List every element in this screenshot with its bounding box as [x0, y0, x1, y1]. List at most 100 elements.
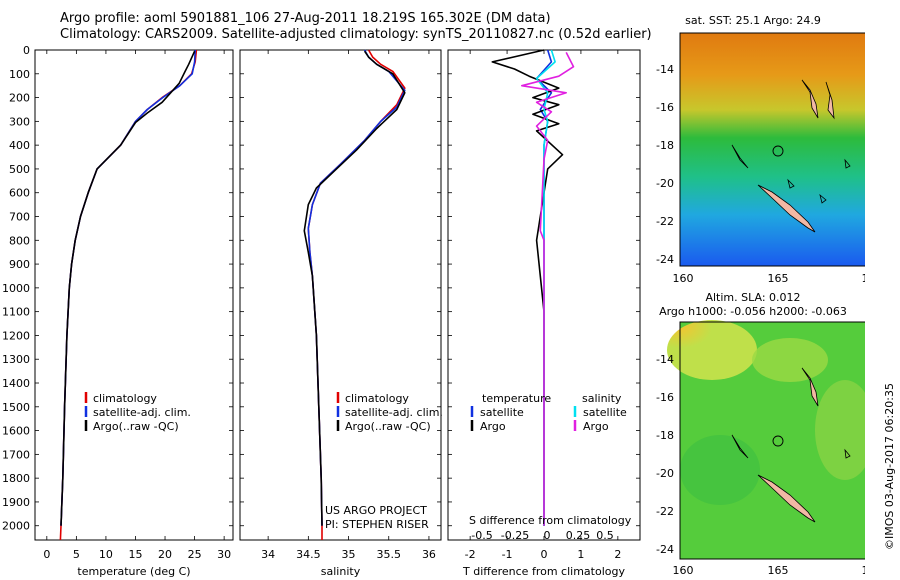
- depth-tick-label: 300: [9, 115, 30, 128]
- x-tick-label: 2: [614, 548, 621, 561]
- x-tick-label: 36: [422, 548, 436, 561]
- sst-xtick: 170: [862, 272, 866, 285]
- temperature-legend: climatology satellite-adj. clim. Argo(..…: [84, 392, 191, 433]
- sst-ytick: -24: [656, 253, 674, 266]
- depth-tick-label: 900: [9, 258, 30, 271]
- sla-high-region: [667, 320, 757, 380]
- sst-ytick: -16: [656, 101, 674, 114]
- s-tick: 0: [544, 529, 551, 542]
- depth-tick-label: 1500: [2, 401, 30, 414]
- series-line: [60, 50, 196, 526]
- depth-tick-label: 1100: [2, 306, 30, 319]
- legend-t-sat-label: satellite: [480, 406, 524, 419]
- depth-tick-label: 0: [23, 44, 30, 57]
- series-line: [491, 49, 564, 526]
- x-tick-label: -2: [465, 548, 476, 561]
- imos-stamp: ©IMOS 03-Aug-2017 06:20:35: [883, 383, 896, 550]
- legend-s-sat-label: satellite: [583, 406, 627, 419]
- series-line: [520, 52, 575, 526]
- legend-clim-label: climatology: [93, 392, 157, 405]
- sla-low-region: [680, 435, 760, 505]
- depth-tick-label: 1300: [2, 353, 30, 366]
- x-tick-label: 25: [188, 548, 202, 561]
- sla-xtick: 170: [862, 564, 866, 577]
- s-tick: -0.25: [501, 529, 529, 542]
- s-difference-axis: S difference from climatology -0.5 -0.25…: [469, 514, 632, 542]
- depth-tick-label: 500: [9, 163, 30, 176]
- depth-tick-label: 700: [9, 211, 30, 224]
- difference-panel: -2 -1 0 1 2 T difference from climatology: [447, 49, 641, 578]
- legend-sat-label: satellite-adj. clim.: [345, 406, 443, 419]
- x-tick-label: 34: [261, 548, 275, 561]
- credit-project: US ARGO PROJECT: [325, 504, 427, 517]
- legend-s-argo-label: Argo: [583, 420, 609, 433]
- argo-float-marker: [772, 145, 784, 157]
- sla-high-region: [815, 380, 865, 480]
- plot-frame: [239, 49, 442, 541]
- sla-xtick: 165: [768, 564, 789, 577]
- project-credits: US ARGO PROJECT PI: STEPHEN RISER: [325, 504, 429, 531]
- x-tick-label: 15: [128, 548, 142, 561]
- x-tick-label: 35.5: [376, 548, 401, 561]
- depth-tick-label: 600: [9, 187, 30, 200]
- series-line: [303, 50, 406, 526]
- sla-map-title: Altim. SLA: 0.012: [705, 291, 800, 304]
- x-axis-label: T difference from climatology: [462, 565, 625, 578]
- sst-ytick: -22: [656, 215, 674, 228]
- footer-stamp-container: ©IMOS 03-Aug-2017 06:20:35: [883, 383, 896, 550]
- x-tick-label: 0: [43, 548, 50, 561]
- x-tick-label: -1: [502, 548, 513, 561]
- sla-map: [667, 320, 865, 560]
- depth-tick-label: 200: [9, 92, 30, 105]
- depth-tick-label: 400: [9, 139, 30, 152]
- s-tick: -0.5: [471, 529, 492, 542]
- sla-map-subtitle: Argo h1000: -0.056 h2000: -0.063: [659, 305, 847, 318]
- x-tick-label: 1: [577, 548, 584, 561]
- x-tick-label: 30: [217, 548, 231, 561]
- s-tick: 0.5: [596, 529, 614, 542]
- sla-ytick: -18: [656, 429, 674, 442]
- sst-map: [679, 32, 865, 267]
- depth-tick-label: 2000: [2, 520, 30, 533]
- sla-ytick: -14: [656, 353, 674, 366]
- plot-frame: [34, 49, 234, 541]
- sla-ytick: -16: [656, 391, 674, 404]
- legend-sat-label: satellite-adj. clim.: [93, 406, 191, 419]
- salinity-legend: climatology satellite-adj. clim. Argo(..…: [336, 392, 443, 433]
- sla-xtick: 160: [673, 564, 694, 577]
- sst-ytick: -14: [656, 63, 674, 76]
- depth-tick-label: 1000: [2, 282, 30, 295]
- sla-ytick: -20: [656, 467, 674, 480]
- legend-t-argo-label: Argo: [480, 420, 506, 433]
- depth-tick-label: 1600: [2, 425, 30, 438]
- s-tick: 0.25: [566, 529, 591, 542]
- depth-tick-label: 1900: [2, 496, 30, 509]
- argo-float-marker: [772, 435, 784, 447]
- legend-argo-label: Argo(..raw -QC): [93, 420, 179, 433]
- depth-tick-label: 1200: [2, 329, 30, 342]
- profile-charts: 0100200300400500600700800900100011001200…: [2, 44, 641, 578]
- credit-pi: PI: STEPHEN RISER: [325, 518, 429, 531]
- difference-legend: temperature satellite Argo salinity sate…: [470, 392, 627, 433]
- s-diff-xlabel: S difference from climatology: [469, 514, 632, 527]
- legend-clim-label: climatology: [345, 392, 409, 405]
- coastline: [731, 144, 851, 204]
- sla-ytick: -22: [656, 505, 674, 518]
- sst-ytick: -20: [656, 177, 674, 190]
- new-caledonia-island: [757, 474, 816, 523]
- depth-tick-label: 800: [9, 234, 30, 247]
- temperature-panel: 0100200300400500600700800900100011001200…: [2, 44, 234, 578]
- x-axis-label: salinity: [321, 565, 361, 578]
- sst-map-frame: [679, 32, 865, 267]
- x-tick-label: 35: [342, 548, 356, 561]
- island-shape: [801, 79, 819, 119]
- coastline: [731, 434, 851, 459]
- x-tick-label: 34.5: [296, 548, 321, 561]
- sst-field: [680, 33, 865, 266]
- x-axis-label: temperature (deg C): [77, 565, 190, 578]
- chart-title-line1: Argo profile: aoml 5901881_106 27-Aug-20…: [60, 11, 551, 26]
- sla-ytick: -24: [656, 543, 674, 556]
- island-shape: [825, 81, 835, 120]
- sst-ytick: -18: [656, 139, 674, 152]
- x-tick-label: 0: [541, 548, 548, 561]
